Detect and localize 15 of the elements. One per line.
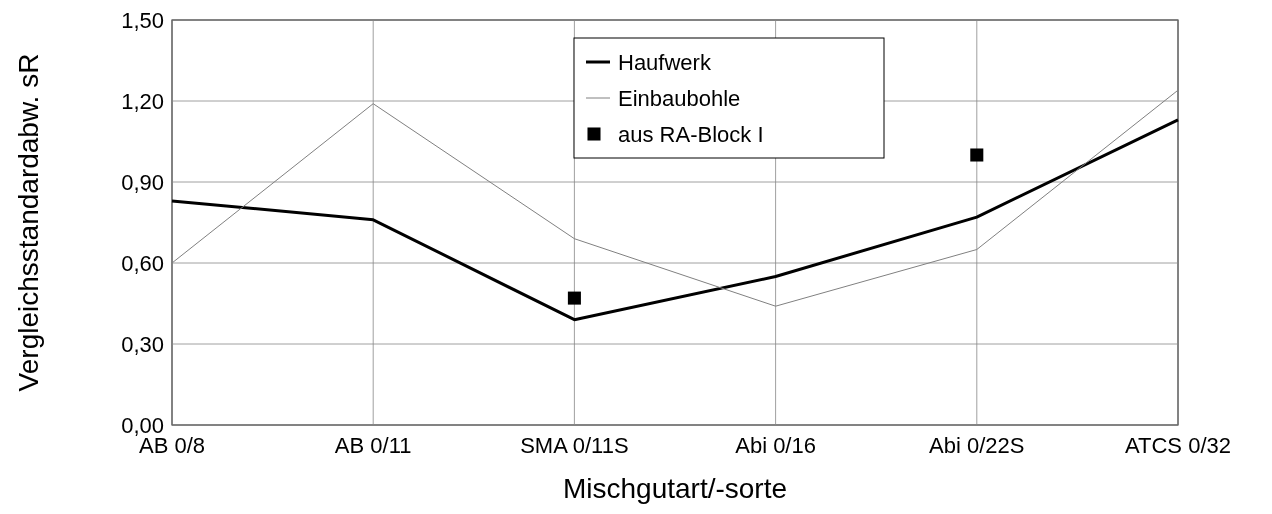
y-axis-title: Vergleichsstandardabw. sR: [13, 53, 44, 392]
x-tick-label: Abi 0/16: [735, 433, 816, 458]
y-tick-label: 1,50: [121, 7, 164, 33]
legend-label: aus RA-Block I: [618, 121, 764, 147]
x-tick-label: ATCS 0/32: [1125, 433, 1231, 458]
x-axis-title: Mischgutart/-sorte: [562, 473, 788, 504]
x-tick-label: Abi 0/22S: [929, 433, 1025, 458]
y-tick-label: 0,60: [121, 250, 164, 276]
legend-label: Haufwerk: [618, 49, 712, 75]
x-tick-label: AB 0/11: [334, 433, 412, 458]
x-tick-label: SMA 0/11S: [520, 433, 629, 458]
y-tick-label: 0,90: [121, 169, 164, 195]
y-tick-label: 0,30: [121, 331, 164, 357]
legend-label: Einbaubohle: [618, 85, 741, 111]
y-tick-label: 1,20: [121, 88, 164, 114]
